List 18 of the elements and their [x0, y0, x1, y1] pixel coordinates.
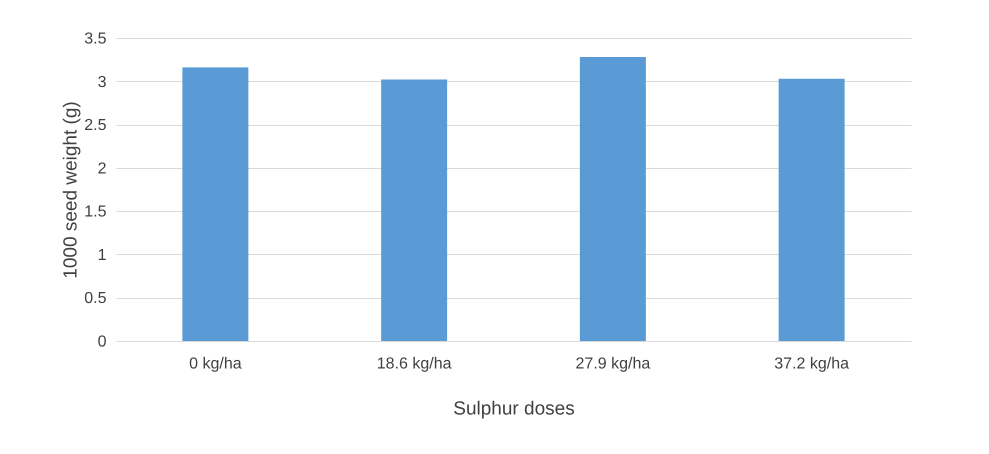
- bar: [778, 78, 845, 341]
- y-tick-label: 1: [98, 246, 107, 264]
- y-tick-label: 3: [98, 74, 107, 91]
- y-axis-title: 1000 seed weight (g): [60, 101, 82, 279]
- y-tick-label: 3.5: [84, 30, 107, 48]
- x-tick-label: 0 kg/ha: [189, 356, 242, 372]
- x-tick-label: 18.6 kg/ha: [376, 356, 452, 372]
- bar: [381, 80, 448, 341]
- y-tick-label: 1.5: [84, 204, 107, 221]
- x-tick-label: 37.2 kg/ha: [774, 356, 850, 372]
- y-tick-label: 0.5: [84, 290, 107, 308]
- y-tick-label: 2.5: [84, 117, 107, 134]
- y-tick-label: 2: [98, 160, 107, 178]
- x-tick-label: 27.9 kg/ha: [576, 356, 650, 372]
- x-axis-title: Sulphur doses: [453, 398, 575, 420]
- bar: [182, 67, 248, 341]
- bar: [580, 57, 646, 341]
- y-tick-label: 0: [98, 334, 107, 350]
